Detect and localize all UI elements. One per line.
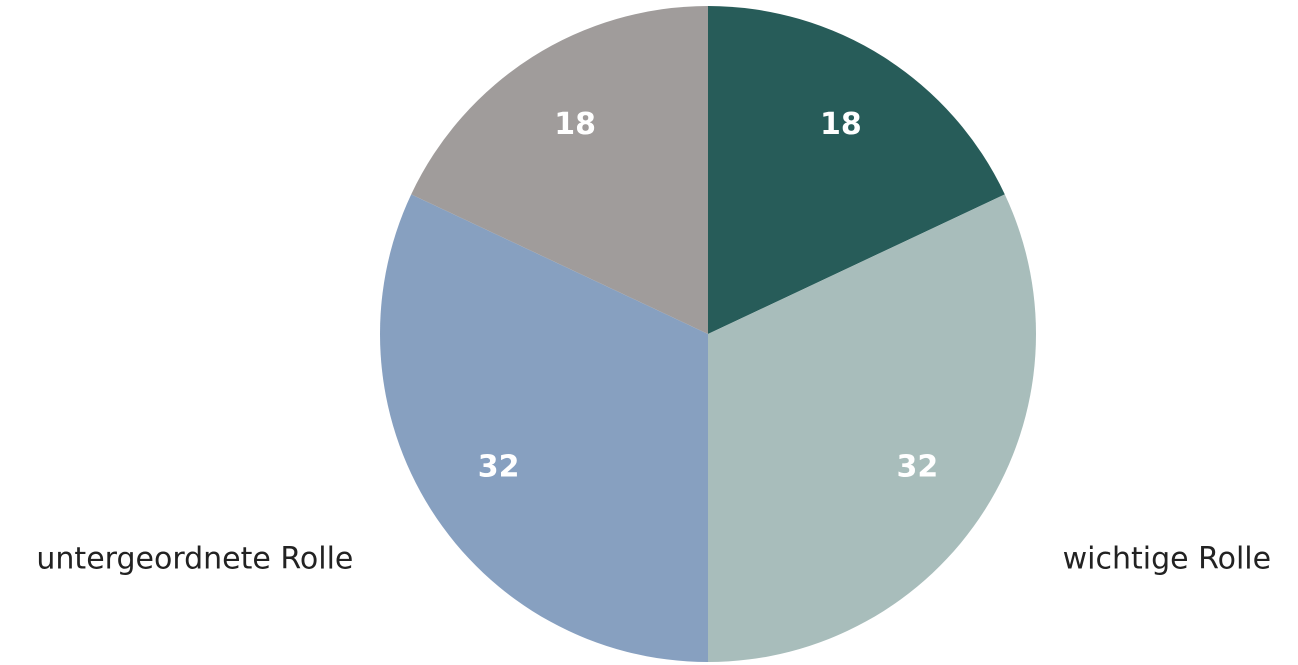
- pie-value-label-wichtige-rolle: 32: [897, 449, 939, 484]
- pie-slice-keine-rolle: [411, 6, 708, 334]
- pie-value-label-keine-rolle: 18: [554, 107, 596, 142]
- pie-value-label-untergeordnete-rolle: 32: [478, 449, 520, 484]
- pie-category-label-wichtige-rolle: wichtige Rolle: [1063, 542, 1272, 577]
- pie-slices: [379, 6, 1036, 662]
- pie-category-labels: zentrale Rollewichtige Rolleuntergeordne…: [36, 542, 1272, 577]
- pie-category-label-untergeordnete-rolle: untergeordnete Rolle: [36, 542, 353, 577]
- pie-value-label-zentrale-rolle: 18: [820, 107, 862, 142]
- pie-value-labels: 18 32 32 18: [478, 107, 939, 484]
- pie-slice-wichtige-rolle: [708, 194, 1036, 662]
- pie-slice-untergeordnete-rolle: [379, 194, 708, 662]
- pie-slice-zentrale-rolle: [708, 6, 1005, 334]
